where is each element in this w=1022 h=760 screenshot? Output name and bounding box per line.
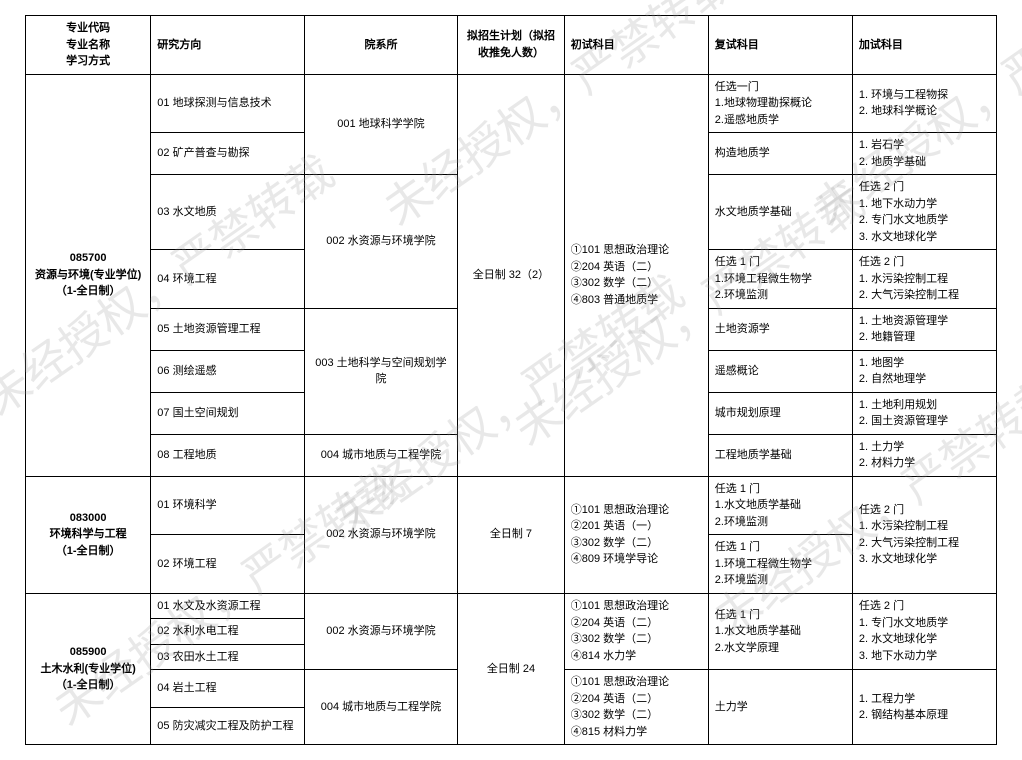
retest-cell: 任选 1 门1.环境工程微生物学2.环境监测 bbox=[708, 535, 852, 594]
dept-cell: 004 城市地质与工程学院 bbox=[304, 670, 457, 745]
plan-cell: 全日制 7 bbox=[458, 476, 565, 593]
retest-cell: 遥感概论 bbox=[708, 350, 852, 392]
extra-cell: 1. 土地资源管理学2. 地籍管理 bbox=[852, 308, 996, 350]
header-code: 专业代码专业名称学习方式 bbox=[26, 16, 151, 75]
retest-cell: 构造地质学 bbox=[708, 133, 852, 175]
retest-cell: 工程地质学基础 bbox=[708, 434, 852, 476]
retest-cell: 任选 1 门1.环境工程微生物学2.环境监测 bbox=[708, 250, 852, 309]
major-code: 083000环境科学与工程（1-全日制） bbox=[26, 476, 151, 593]
extra-cell: 1. 环境与工程物探2. 地球科学概论 bbox=[852, 74, 996, 133]
extra-cell: 1. 土地利用规划2. 国土资源管理学 bbox=[852, 392, 996, 434]
direction-cell: 01 环境科学 bbox=[151, 476, 304, 535]
retest-cell: 任选 1 门1.水文地质学基础2.环境监测 bbox=[708, 476, 852, 535]
header-plan: 拟招生计划（拟招收推免人数） bbox=[458, 16, 565, 75]
dept-cell: 002 水资源与环境学院 bbox=[304, 175, 457, 309]
dept-cell: 002 水资源与环境学院 bbox=[304, 476, 457, 593]
header-retest: 复试科目 bbox=[708, 16, 852, 75]
header-initial: 初试科目 bbox=[564, 16, 708, 75]
initial-cell: ①101 思想政治理论②204 英语（二）③302 数学（二）④815 材料力学 bbox=[564, 670, 708, 745]
extra-cell: 任选 2 门1. 地下水动力学2. 专门水文地质学3. 水文地球化学 bbox=[852, 175, 996, 250]
retest-cell: 水文地质学基础 bbox=[708, 175, 852, 250]
header-dept: 院系所 bbox=[304, 16, 457, 75]
major-code: 085700资源与环境(专业学位)（1-全日制） bbox=[26, 74, 151, 476]
table-row: 083000环境科学与工程（1-全日制） 01 环境科学 002 水资源与环境学… bbox=[26, 476, 997, 535]
direction-cell: 03 水文地质 bbox=[151, 175, 304, 250]
retest-cell: 土力学 bbox=[708, 670, 852, 745]
initial-cell: ①101 思想政治理论②201 英语（一）③302 数学（二）④809 环境学导… bbox=[564, 476, 708, 593]
initial-cell: ①101 思想政治理论②204 英语（二）③302 数学（二）④803 普通地质… bbox=[564, 74, 708, 476]
direction-cell: 05 防灾减灾工程及防护工程 bbox=[151, 707, 304, 745]
direction-cell: 02 水利水电工程 bbox=[151, 619, 304, 645]
extra-cell: 任选 2 门1. 专门水文地质学2. 水文地球化学3. 地下水动力学 bbox=[852, 593, 996, 670]
retest-cell: 土地资源学 bbox=[708, 308, 852, 350]
header-extra: 加试科目 bbox=[852, 16, 996, 75]
initial-cell: ①101 思想政治理论②204 英语（二）③302 数学（二）④814 水力学 bbox=[564, 593, 708, 670]
retest-cell: 任选一门1.地球物理勘探概论2.遥感地质学 bbox=[708, 74, 852, 133]
dept-cell: 003 土地科学与空间规划学院 bbox=[304, 308, 457, 434]
table-body: 085700资源与环境(专业学位)（1-全日制） 01 地球探测与信息技术 00… bbox=[26, 74, 997, 745]
direction-cell: 03 农田水土工程 bbox=[151, 644, 304, 670]
dept-cell: 001 地球科学学院 bbox=[304, 74, 457, 175]
dept-cell: 002 水资源与环境学院 bbox=[304, 593, 457, 670]
direction-cell: 07 国土空间规划 bbox=[151, 392, 304, 434]
extra-cell: 1. 岩石学2. 地质学基础 bbox=[852, 133, 996, 175]
direction-cell: 04 岩土工程 bbox=[151, 670, 304, 708]
direction-cell: 08 工程地质 bbox=[151, 434, 304, 476]
extra-cell: 1. 地图学2. 自然地理学 bbox=[852, 350, 996, 392]
direction-cell: 01 地球探测与信息技术 bbox=[151, 74, 304, 133]
direction-cell: 02 环境工程 bbox=[151, 535, 304, 594]
admissions-table: 专业代码专业名称学习方式 研究方向 院系所 拟招生计划（拟招收推免人数） 初试科… bbox=[25, 15, 997, 745]
direction-cell: 04 环境工程 bbox=[151, 250, 304, 309]
direction-cell: 02 矿产普查与勘探 bbox=[151, 133, 304, 175]
header-direction: 研究方向 bbox=[151, 16, 304, 75]
plan-cell: 全日制 32（2） bbox=[458, 74, 565, 476]
extra-cell: 任选 2 门1. 水污染控制工程2. 大气污染控制工程 bbox=[852, 250, 996, 309]
extra-cell: 任选 2 门1. 水污染控制工程2. 大气污染控制工程3. 水文地球化学 bbox=[852, 476, 996, 593]
extra-cell: 1. 土力学2. 材料力学 bbox=[852, 434, 996, 476]
table-row: 085700资源与环境(专业学位)（1-全日制） 01 地球探测与信息技术 00… bbox=[26, 74, 997, 133]
major-code: 085900土木水利(专业学位)（1-全日制） bbox=[26, 593, 151, 745]
retest-cell: 任选 1 门1.水文地质学基础2.水文学原理 bbox=[708, 593, 852, 670]
direction-cell: 01 水文及水资源工程 bbox=[151, 593, 304, 619]
extra-cell: 1. 工程力学2. 钢结构基本原理 bbox=[852, 670, 996, 745]
dept-cell: 004 城市地质与工程学院 bbox=[304, 434, 457, 476]
direction-cell: 05 土地资源管理工程 bbox=[151, 308, 304, 350]
plan-cell: 全日制 24 bbox=[458, 593, 565, 745]
table-row: 085900土木水利(专业学位)（1-全日制） 01 水文及水资源工程 002 … bbox=[26, 593, 997, 619]
direction-cell: 06 测绘遥感 bbox=[151, 350, 304, 392]
retest-cell: 城市规划原理 bbox=[708, 392, 852, 434]
